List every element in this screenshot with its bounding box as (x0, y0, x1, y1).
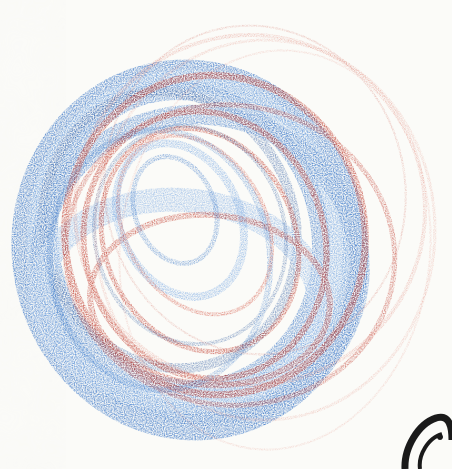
swirl-drawing-image (0, 0, 452, 469)
